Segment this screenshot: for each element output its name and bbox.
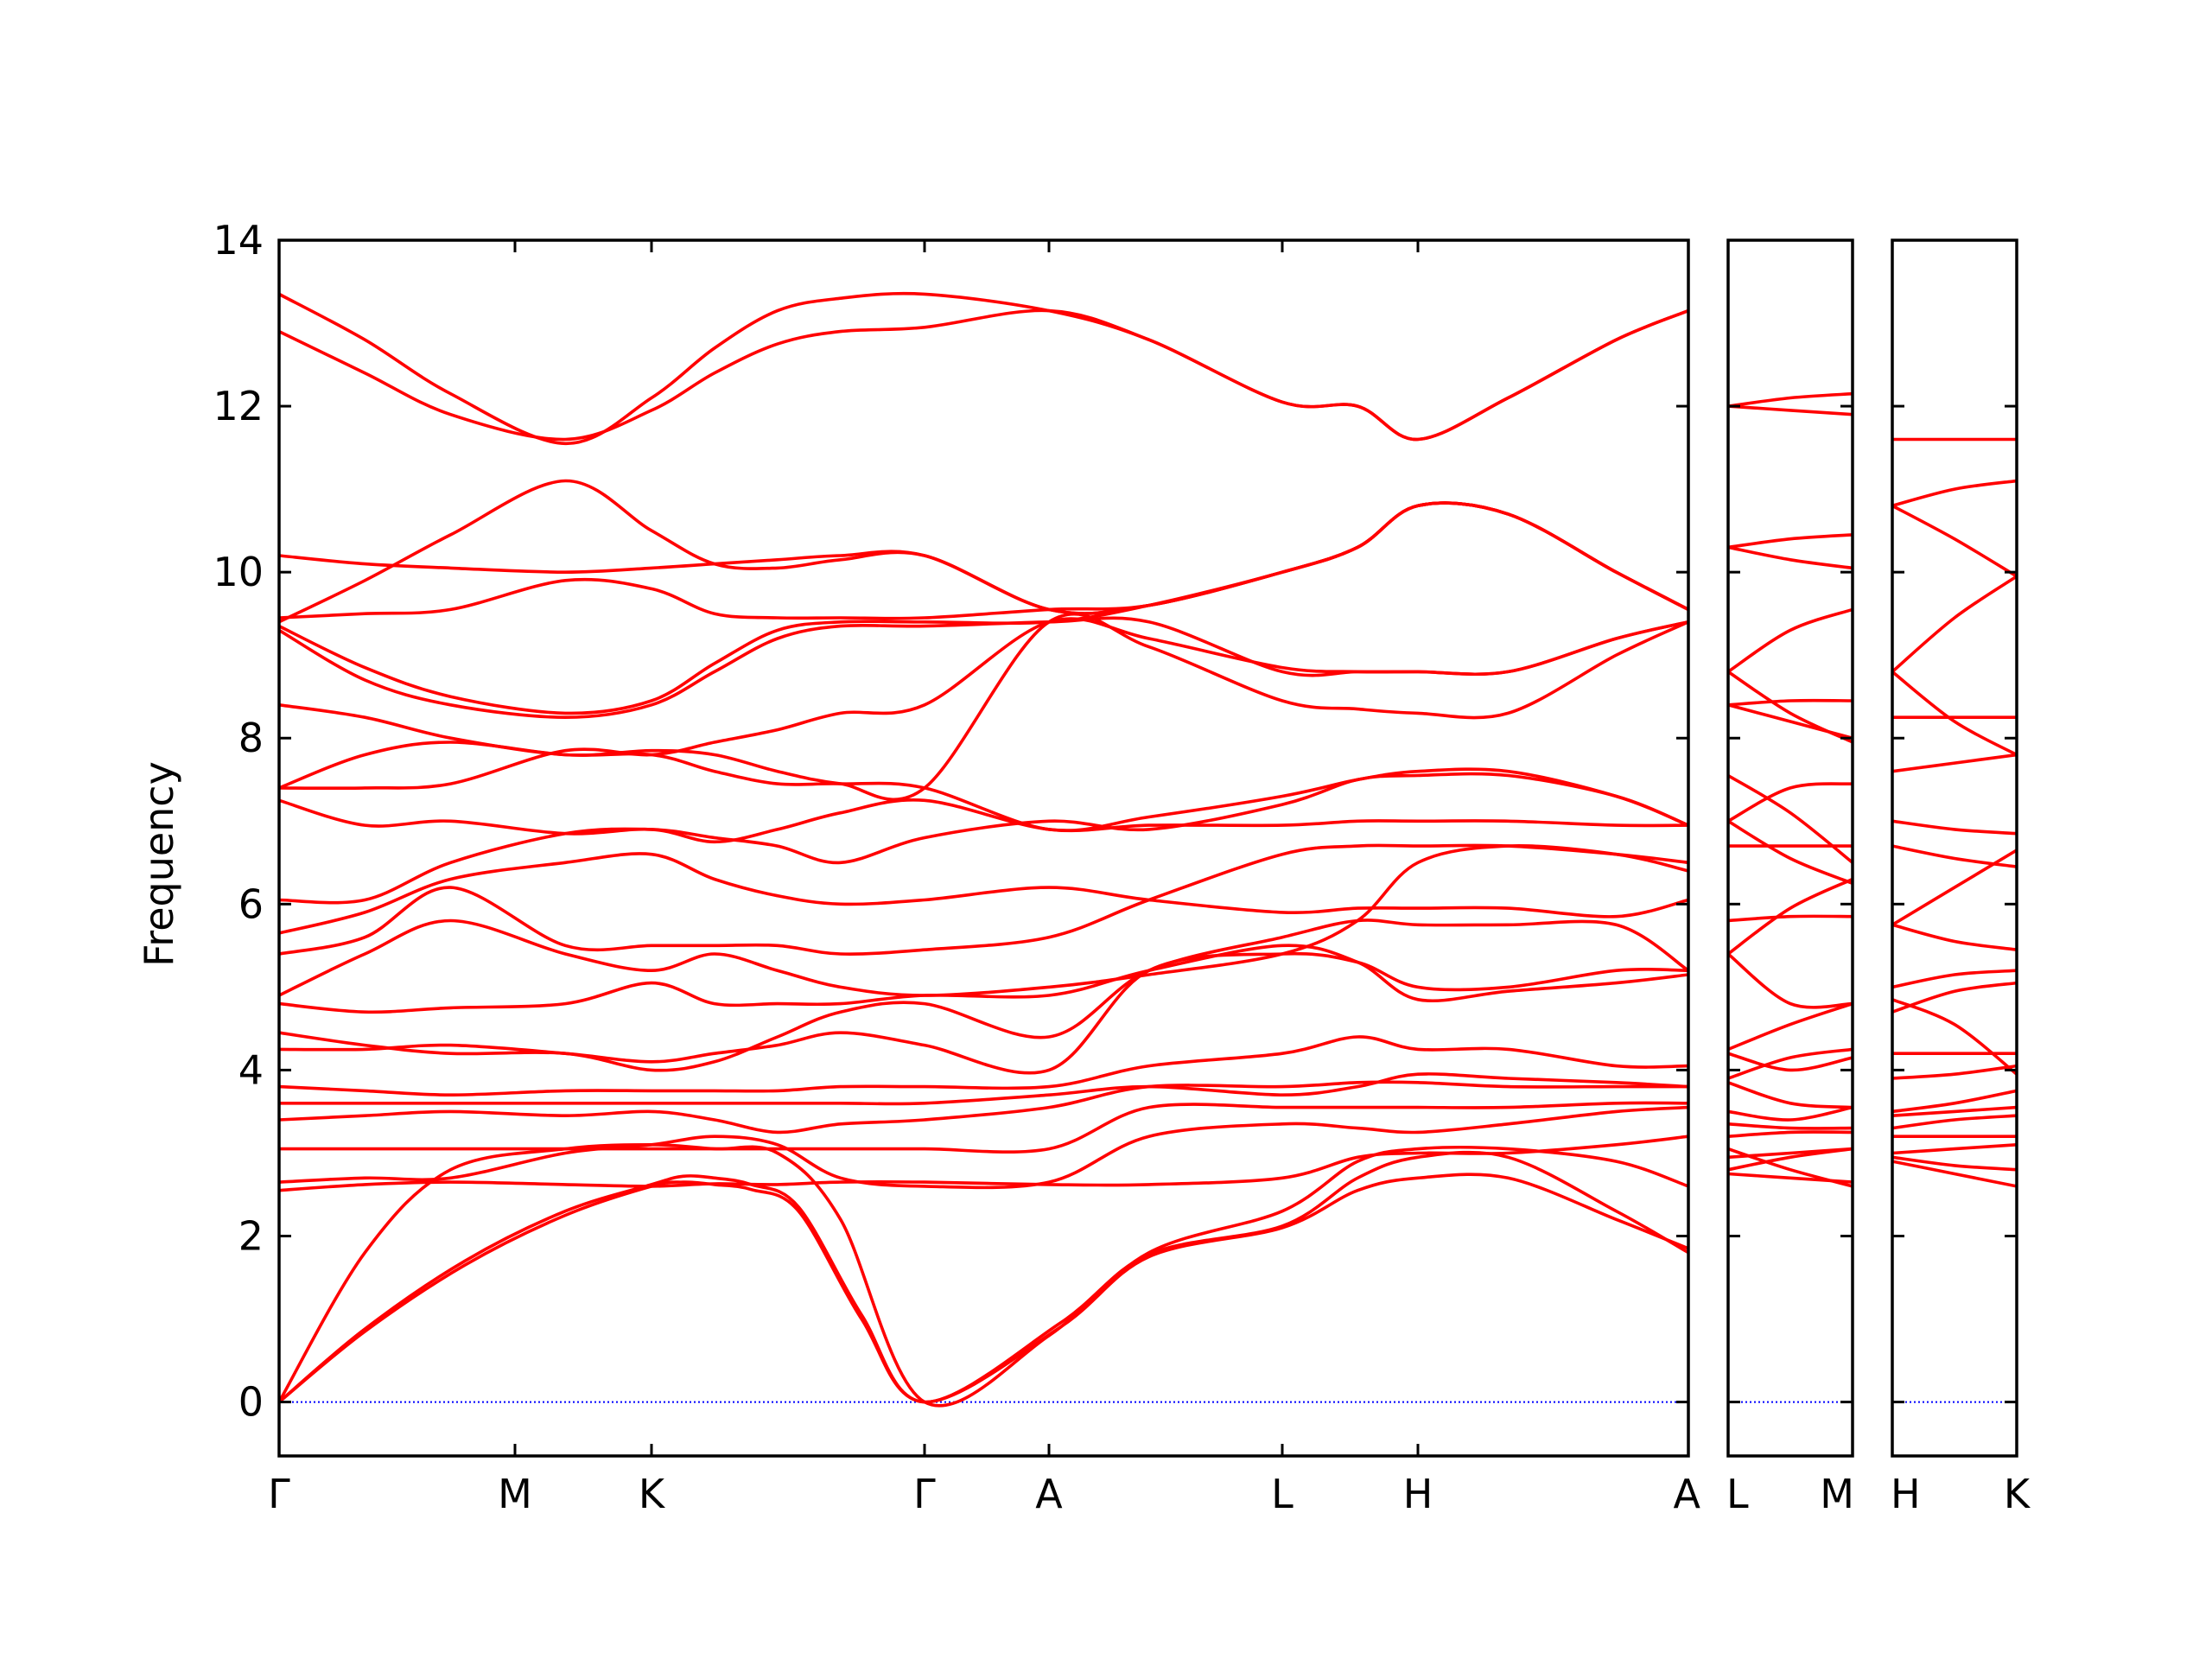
band-line-11 (1728, 819, 1853, 885)
band-line-17 (279, 798, 1688, 844)
band-line-26 (279, 308, 1688, 442)
band-line-3 (1892, 504, 2017, 578)
band-line-17 (1728, 1052, 1853, 1072)
band-line-20 (1728, 1105, 1853, 1122)
y-axis-label: Frequency (136, 761, 182, 967)
band-line-27 (279, 291, 1688, 446)
band-line-22 (1892, 1155, 2017, 1172)
x-tick-label: K (2004, 1471, 2031, 1517)
band-line-2 (279, 1150, 1688, 1404)
band-line-20 (279, 612, 1688, 802)
x-tick-label: L (1271, 1471, 1294, 1517)
y-tick-label: 8 (238, 715, 264, 761)
band-line-9 (1892, 844, 2017, 868)
band-lines (1728, 391, 1853, 1188)
band-line-7 (1728, 698, 1853, 707)
x-tick-label: Γ (913, 1471, 936, 1517)
band-line-15 (279, 852, 1688, 935)
band-line-4 (1728, 545, 1853, 570)
band-lines (279, 291, 1688, 1408)
band-line-3 (279, 1143, 1688, 1408)
x-tick-label: K (639, 1471, 666, 1517)
band-line-5 (279, 1105, 1688, 1190)
band-line-2 (1728, 404, 1853, 416)
band-line-13 (279, 844, 1688, 997)
x-tick-label: A (1674, 1471, 1701, 1517)
y-tick-label: 0 (238, 1379, 264, 1426)
band-line-22 (279, 501, 1688, 715)
band-line-3 (1728, 533, 1853, 550)
band-line-18 (1892, 1105, 2017, 1117)
band-line-26 (1728, 1172, 1853, 1184)
band-line-14 (1728, 877, 1853, 956)
plot-frame (1726, 238, 1854, 1458)
band-line-21 (279, 616, 1688, 719)
band-line-4 (1892, 575, 2017, 673)
band-line-10 (279, 951, 1688, 1075)
band-line-11 (1892, 923, 2017, 951)
y-tick-label: 10 (213, 549, 264, 595)
x-tick-label: Γ (268, 1471, 290, 1517)
x-tick-label: M (498, 1471, 532, 1517)
band-line-4 (279, 1135, 1688, 1192)
band-line-17 (1892, 1089, 2017, 1114)
band-line-7 (1892, 753, 2017, 773)
band-line-25 (1728, 1147, 1853, 1172)
band-line-14 (279, 843, 1688, 956)
band-line-2 (1892, 479, 2017, 508)
band-line-13 (1892, 998, 2017, 1076)
band-line-7 (279, 1080, 1688, 1135)
y-tick-label: 12 (213, 383, 264, 429)
band-line-8 (279, 1072, 1688, 1106)
band-line-12 (1892, 969, 2017, 989)
band-line-1 (279, 1173, 1688, 1404)
band-line-11 (279, 918, 1688, 1072)
band-line-6 (279, 1101, 1688, 1154)
x-tick-label: M (1820, 1471, 1854, 1517)
band-line-21 (1728, 1122, 1853, 1130)
band-line-13 (1728, 914, 1853, 923)
band-line-1 (1728, 391, 1853, 408)
y-tick-label: 6 (238, 880, 264, 927)
band-line-19 (1728, 1081, 1853, 1109)
band-line-10 (1728, 782, 1853, 823)
y-tick-label: 2 (238, 1212, 264, 1259)
band-line-12 (279, 944, 1688, 1014)
x-tick-label: H (1403, 1471, 1433, 1517)
band-line-23 (279, 501, 1688, 620)
plot-frame (1891, 238, 2018, 1458)
band-line-10 (1892, 849, 2017, 926)
band-line-9 (1728, 773, 1853, 864)
band-line-8 (1728, 703, 1853, 740)
band-line-16 (1892, 1064, 2017, 1080)
band-line-5 (1892, 670, 2017, 757)
x-tick-label: L (1726, 1471, 1749, 1517)
band-line-14 (1892, 981, 2017, 1014)
band-line-25 (279, 501, 1688, 615)
band-line-15 (1728, 952, 1853, 1009)
panel-main: 0 2 4 6 8 10 12 14 Γ M K Γ A L H A (213, 217, 1700, 1517)
band-line-18 (1728, 1047, 1853, 1080)
band-lines (1892, 437, 2017, 1188)
band-line-5 (1728, 607, 1853, 673)
plot-frame (277, 238, 1690, 1458)
x-tick-label: A (1035, 1471, 1063, 1517)
y-tick-label: 14 (213, 217, 264, 264)
band-line-9 (279, 1035, 1688, 1096)
band-line-8 (1892, 819, 2017, 836)
band-line-18 (279, 741, 1688, 833)
band-line-16 (1728, 1001, 1853, 1052)
x-tick-label: H (1891, 1471, 1921, 1517)
band-line-16 (279, 772, 1688, 905)
band-line-21 (1892, 1143, 2017, 1155)
band-line-22 (1728, 1130, 1853, 1138)
y-tick-label: 4 (238, 1046, 264, 1093)
band-line-19 (1892, 1114, 2017, 1130)
band-line-23 (1892, 1160, 2017, 1188)
